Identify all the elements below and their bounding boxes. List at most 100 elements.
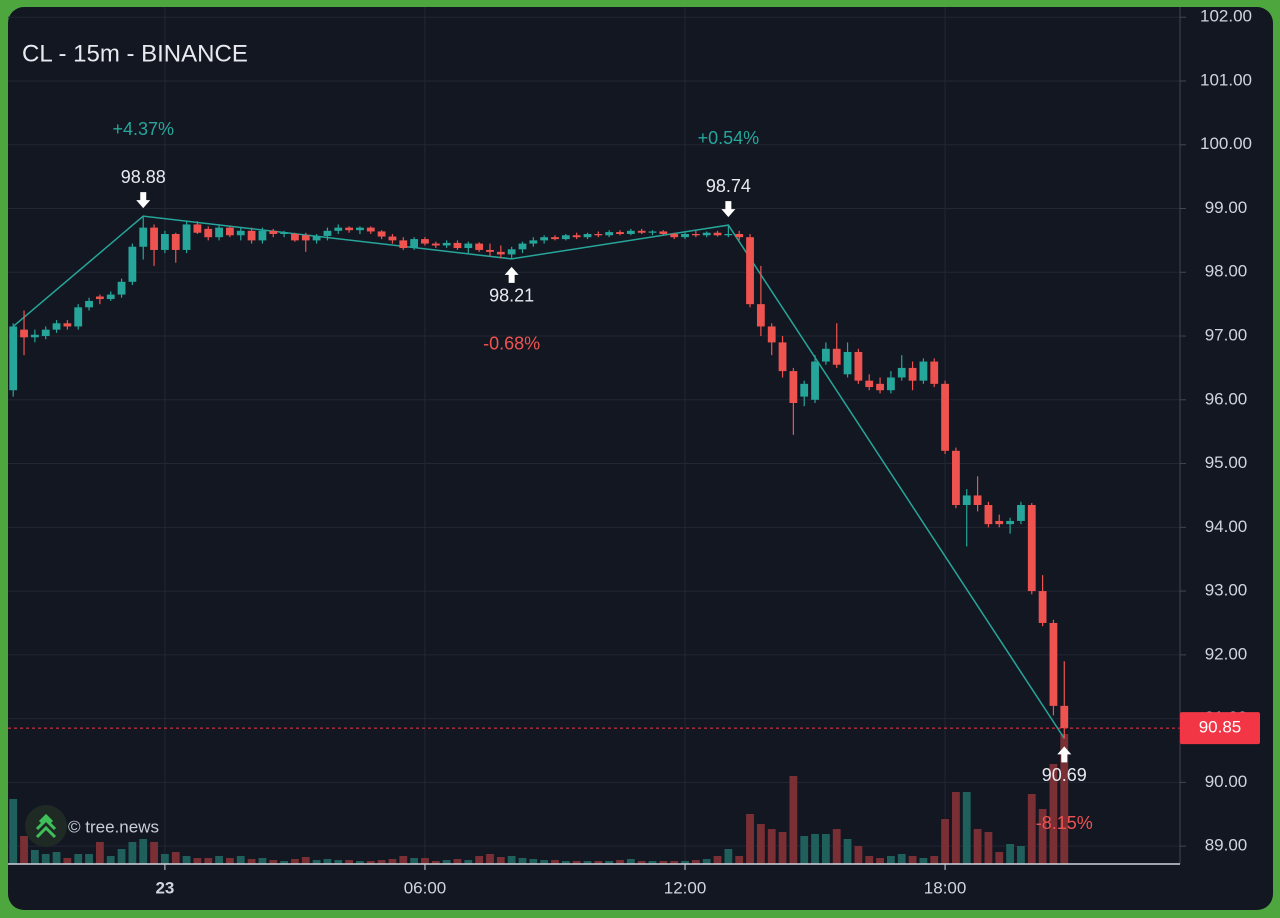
y-tick-label: 90.00 (1205, 772, 1248, 791)
candle-body (594, 234, 603, 236)
volume-bar (995, 852, 1004, 864)
y-tick-label: 102.00 (1200, 7, 1252, 26)
annotation-layer: 98.88 +4.37% 98.21 -0.68% 98.74 +0.54% 90.69 -8… (8, 119, 1180, 833)
candle-body (63, 323, 72, 327)
volume-bar (1017, 846, 1025, 864)
candle-body (377, 231, 386, 237)
volume-bar (161, 854, 169, 864)
candle-body (139, 227, 148, 247)
volume-bar (941, 819, 949, 864)
volume-bar (756, 824, 765, 864)
candle-body (226, 227, 234, 236)
volume-bar (30, 850, 39, 864)
volume-bar (518, 858, 527, 864)
volume-bar (453, 859, 462, 864)
candle-body (832, 348, 841, 365)
candle-body (1049, 622, 1058, 706)
candle-body (572, 235, 581, 238)
volume-bar (540, 860, 549, 864)
volume-bar (876, 858, 884, 864)
volume-bar (637, 861, 646, 864)
volume-bar (594, 861, 603, 864)
candle-body (291, 234, 299, 241)
volume-bar (388, 859, 397, 864)
pivot-arrow (1057, 746, 1072, 763)
candle-body (161, 234, 169, 250)
candle-body (962, 495, 971, 506)
candle-body (616, 232, 624, 235)
volume-bar (52, 852, 61, 864)
candle-body (312, 235, 321, 241)
y-tick-label: 93.00 (1205, 581, 1248, 600)
candle-body (215, 227, 223, 238)
y-tick-label: 101.00 (1200, 70, 1252, 89)
candle-body (345, 227, 354, 231)
candle-body (128, 246, 137, 282)
volume-bar (583, 861, 592, 864)
volume-bar (496, 857, 505, 864)
volume-bar (572, 861, 581, 864)
pivot-price: 98.21 (489, 286, 534, 306)
candle-body (670, 234, 679, 238)
candle-body (1017, 505, 1025, 521)
volume-bar (280, 861, 288, 864)
candle-body (897, 367, 906, 378)
volume-bar (442, 860, 451, 864)
volume-bar (95, 842, 104, 864)
candle-body (995, 520, 1004, 525)
volume-bar (356, 861, 364, 864)
volume-bar (258, 858, 267, 864)
candle-body (453, 242, 462, 249)
volume-bar (724, 849, 733, 864)
axes: 89.0090.0091.0092.0093.0094.0095.0096.00… (155, 7, 1260, 897)
candle-body (431, 243, 440, 246)
volume-bar (529, 859, 538, 864)
candle-body (204, 228, 213, 238)
volume-bar (1006, 844, 1014, 864)
candle-body (529, 240, 538, 244)
candle-body (941, 383, 949, 451)
candle-body (724, 234, 733, 236)
volume-bar (616, 860, 624, 864)
candle-body (301, 235, 310, 241)
candle-body (702, 232, 711, 236)
candle-body (551, 237, 559, 240)
candle-body (236, 230, 245, 236)
volume-bar (182, 856, 191, 864)
volume-bar (1038, 809, 1047, 864)
x-tick-label: 23 (155, 878, 174, 897)
pivot-price: 98.74 (706, 176, 751, 196)
candle-body (117, 281, 126, 295)
y-tick-label: 94.00 (1205, 517, 1248, 536)
candle-body (930, 361, 939, 384)
volume-bar (117, 849, 126, 864)
candle-body (735, 234, 744, 238)
volume-bar (778, 832, 787, 864)
candle-body (854, 351, 863, 381)
candle-body (789, 371, 798, 403)
volume-bar (952, 792, 960, 864)
y-tick-label: 97.00 (1205, 326, 1248, 345)
pivot-change: +4.37% (112, 119, 174, 139)
y-tick-label: 100.00 (1200, 134, 1252, 153)
logo-chevrons (35, 813, 57, 839)
candle-body (399, 240, 408, 249)
volume-bar (421, 858, 429, 864)
candle-body (9, 326, 18, 391)
volume-bar (323, 859, 332, 864)
volume-bar (648, 861, 657, 864)
pivot-change: -0.68% (483, 334, 540, 354)
candle-body (648, 231, 657, 233)
candle-body (865, 380, 874, 388)
candle-body (150, 227, 158, 250)
volume-bar (832, 829, 841, 864)
volume-bar (713, 856, 722, 864)
volume-bar (811, 834, 819, 864)
candle-body (756, 304, 765, 327)
volume-bar (106, 856, 115, 864)
volume-bar (475, 856, 484, 864)
volume-bar (854, 846, 863, 864)
candle-body (247, 230, 256, 241)
volume-bar (702, 859, 711, 864)
